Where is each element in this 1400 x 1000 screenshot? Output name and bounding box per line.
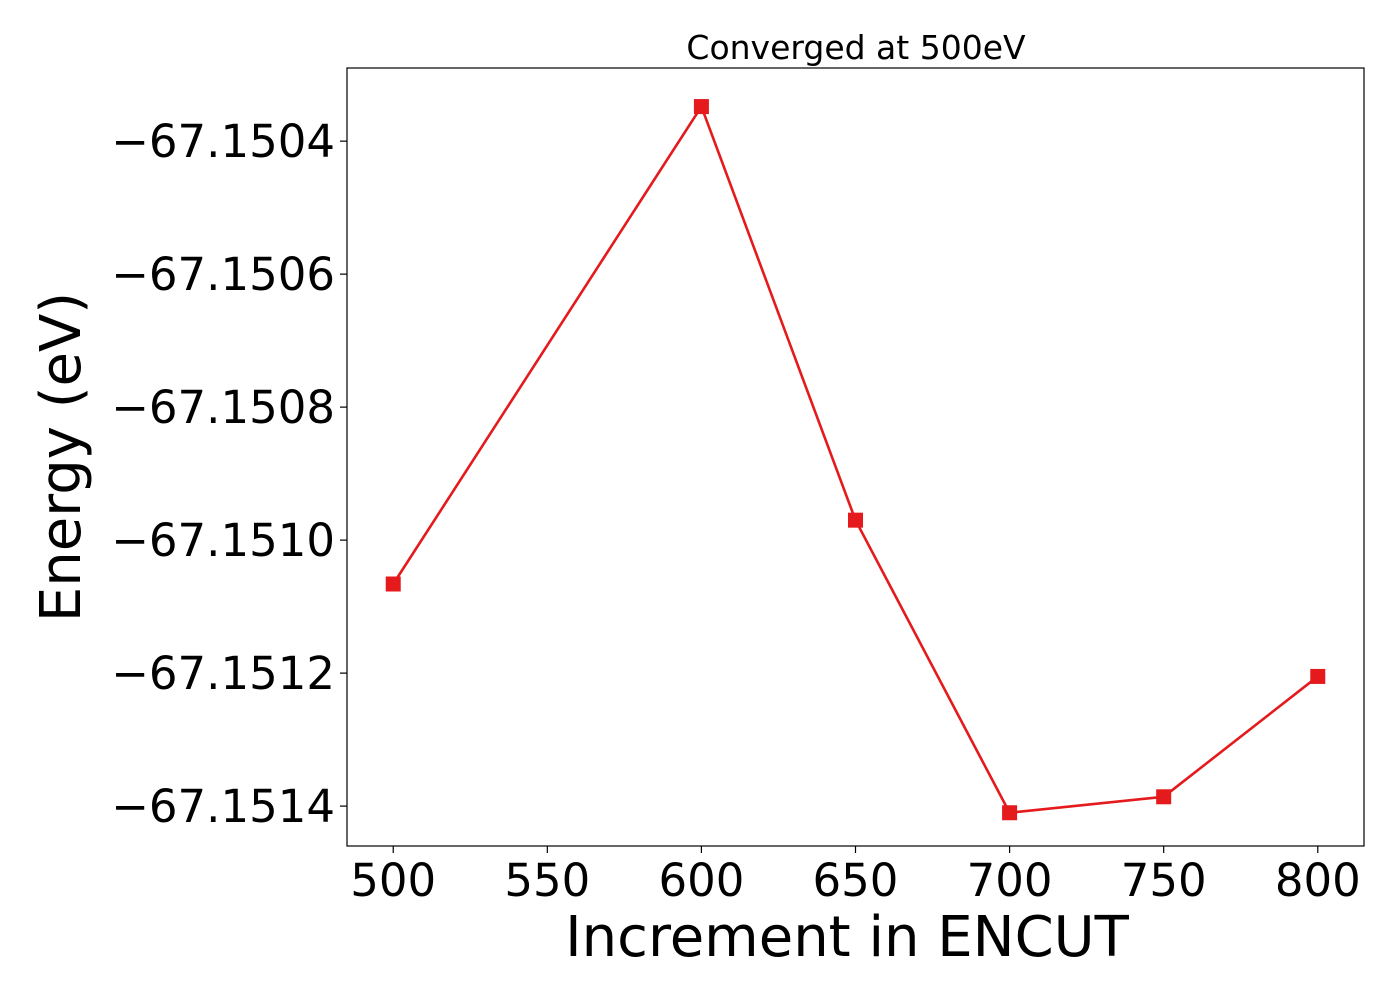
y-axis-label: Energy (eV) bbox=[29, 292, 94, 622]
x-tick-label: 600 bbox=[658, 854, 744, 907]
y-tick-label: −67.1514 bbox=[111, 780, 335, 833]
y-tick-label: −67.1512 bbox=[111, 647, 335, 700]
y-tick-label: −67.1504 bbox=[111, 115, 335, 168]
data-point-marker bbox=[385, 576, 401, 592]
x-tick-label: 700 bbox=[967, 854, 1053, 907]
chart-title: Converged at 500eV bbox=[686, 28, 1026, 67]
data-point-marker bbox=[1310, 668, 1326, 684]
data-point-marker bbox=[1002, 805, 1018, 821]
x-axis-label: Increment in ENCUT bbox=[565, 905, 1130, 970]
y-axis-ticks: −67.1504 −67.1506 −67.1508 −67.1510 −67.1512… bbox=[111, 115, 347, 833]
x-tick-label: 500 bbox=[350, 854, 436, 907]
x-tick-label: 550 bbox=[504, 854, 590, 907]
y-tick-label: −67.1510 bbox=[111, 514, 335, 567]
data-point-marker bbox=[693, 99, 709, 115]
data-point-marker bbox=[1156, 789, 1172, 805]
x-tick-label: 750 bbox=[1121, 854, 1207, 907]
x-axis-ticks: 500 550 600 650 700 750 800 bbox=[350, 846, 1361, 907]
y-tick-label: −67.1506 bbox=[111, 248, 335, 301]
y-tick-label: −67.1508 bbox=[111, 381, 335, 434]
x-tick-label: 800 bbox=[1275, 854, 1361, 907]
data-point-marker bbox=[848, 512, 863, 528]
plot-area bbox=[385, 99, 1326, 821]
x-tick-label: 650 bbox=[813, 854, 899, 907]
axes-frame bbox=[346, 67, 1365, 847]
series-line bbox=[392, 105, 1319, 815]
